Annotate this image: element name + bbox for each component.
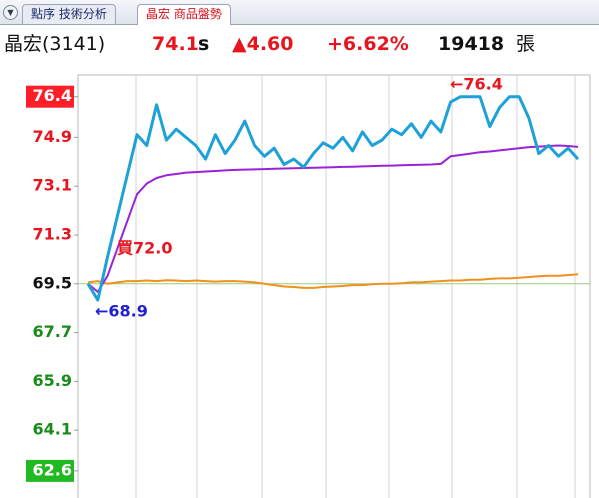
high-annotation: ←76.4 [450, 75, 503, 94]
dropdown-button[interactable]: ▼ [3, 5, 18, 20]
y-tick-label: 73.1 [33, 176, 72, 195]
y-tick-label: 67.7 [33, 322, 72, 341]
series-line [86, 95, 580, 302]
change: ▲4.60 [232, 33, 294, 55]
volume: 19418 [438, 33, 505, 55]
tick-highlight [26, 85, 74, 108]
y-tick-label: 74.9 [33, 127, 72, 146]
change-percent: +6.62% [327, 33, 409, 55]
tab[interactable]: 點序 技術分析 [22, 4, 116, 24]
tab-bar: ▼ 點序 技術分析 晶宏 商品盤勢 [0, 0, 599, 25]
price-flag: s [198, 33, 210, 55]
y-tick-label: 71.3 [33, 224, 72, 243]
quote-header: 晶宏(3141) 74.1 s ▲4.60 +6.62% 19418 張 [0, 28, 599, 60]
low-annotation: ←68.9 [95, 302, 148, 321]
y-tick-label: 65.9 [33, 371, 72, 390]
price: 74.1 [152, 33, 199, 55]
y-tick-label: 76.4 [33, 86, 72, 105]
y-tick-label: 69.5 [33, 273, 72, 292]
tick-highlight [26, 459, 74, 482]
series-line [87, 273, 579, 289]
buy-annotation: 買72.0 [117, 239, 172, 258]
chart: ←76.4 ←68.9 買72.0 76.4 74.9 73.1 71.3 69.5 67… [26, 74, 591, 498]
volume-unit: 張 [516, 33, 536, 55]
y-tick-label: 62.6 [33, 460, 72, 479]
y-tick-label: 64.1 [33, 420, 72, 439]
stock-name: 晶宏(3141) [4, 33, 106, 55]
tab-active[interactable]: 晶宏 商品盤勢 [137, 4, 231, 25]
series-line [87, 144, 579, 293]
